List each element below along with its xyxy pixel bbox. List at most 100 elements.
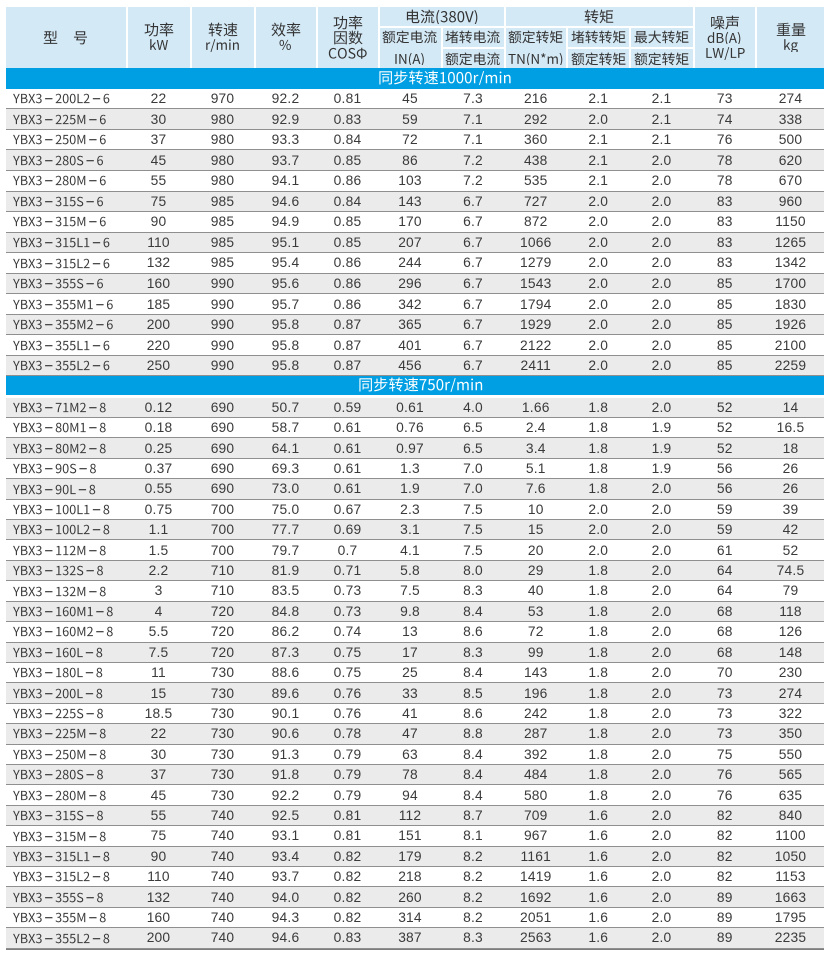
- value-cell: 68: [716, 624, 733, 640]
- value-cell: 484: [523, 767, 548, 783]
- value-cell: 1.6: [588, 909, 609, 925]
- value-cell: 2.0: [651, 767, 672, 783]
- value-cell: 118: [779, 603, 802, 619]
- model-cell: YBX3-315L2-8: [6, 867, 126, 886]
- value-cell: 8.2: [463, 869, 483, 885]
- table-row: YBX3-280M-8 45 730 92.2 0.79 94 8.4 580 1.8 2.0 76…: [6, 785, 824, 806]
- value-cell: 1100: [775, 828, 806, 844]
- value-cell: 45: [150, 787, 167, 803]
- group-header-current: 电流(380V): [379, 6, 504, 26]
- value-cell: 1663: [774, 889, 807, 905]
- value-cell: 55: [150, 807, 167, 823]
- value-cell: 8.2: [463, 889, 483, 905]
- value-cell: 690: [210, 481, 235, 497]
- noise-symbol: LW/LP: [705, 45, 745, 60]
- value-cell: 0.73: [333, 603, 362, 619]
- value-cell: 0.85: [333, 152, 362, 168]
- value-cell: 1066: [520, 234, 552, 250]
- value-cell: 86: [402, 152, 418, 168]
- value-cell: 7.3: [463, 91, 483, 107]
- value-cell: 78: [716, 173, 733, 189]
- value-cell: 456: [398, 358, 422, 374]
- model-cell: YBX3-280M-6: [6, 171, 126, 191]
- table-row: YBX3-250M-8 30 730 91.3 0.79 63 8.4 392 1.8 2.0 75…: [6, 744, 824, 765]
- value-cell: 2259: [774, 358, 807, 374]
- value-cell: 90.1: [271, 705, 300, 721]
- value-cell: 990: [210, 296, 235, 312]
- weight-label-cn: 重量: [776, 22, 806, 37]
- model-cell: YBX3-200L-8: [6, 683, 126, 702]
- value-cell: 2.1: [588, 91, 609, 107]
- value-cell: 126: [778, 624, 803, 640]
- model-cell: YBX3-315S-6: [6, 192, 126, 212]
- value-cell: 151: [398, 828, 422, 844]
- value-cell: 30: [150, 746, 167, 762]
- value-cell: 1.8: [588, 746, 609, 762]
- value-cell: 0.81: [333, 807, 362, 823]
- value-cell: 90: [150, 848, 167, 864]
- value-cell: 0.87: [333, 358, 362, 374]
- value-cell: 0.78: [333, 726, 362, 742]
- value-cell: 59: [716, 522, 733, 538]
- table-row: YBX3-132S-8 2.2 710 81.9 0.71 5.8 8.0 29 1.8 2.0 6…: [6, 560, 824, 582]
- model-cell: YBX3-250M-6: [6, 130, 126, 150]
- value-cell: 83.5: [271, 583, 300, 599]
- table-row: YBX3-160M1-8 4 720 84.8 0.73 9.8 8.4 53 1.8 2.0 68…: [6, 601, 824, 623]
- value-cell: 8.6: [463, 624, 483, 640]
- value-cell: 73: [716, 705, 733, 721]
- value-cell: 0.79: [333, 787, 362, 803]
- value-cell: 63: [402, 746, 418, 762]
- value-cell: 1.1: [148, 522, 169, 538]
- value-cell: 40: [527, 583, 544, 599]
- value-cell: 2235: [774, 930, 807, 946]
- value-cell: 93.7: [271, 152, 300, 168]
- table-row: YBX3-315M-8 75 740 93.1 0.81 151 8.1 967 1.6 2.0 8…: [6, 826, 824, 847]
- value-cell: 2.0: [651, 522, 672, 538]
- table-row: YBX3-355M-8 160 740 94.3 0.82 314 8.2 2051 1.6 2.…: [6, 907, 824, 929]
- table-row: YBX3-160M2-8 5.5 720 86.2 0.74 13 8.6 72 1.8 2.0 6…: [6, 622, 824, 643]
- value-cell: 6.7: [463, 214, 483, 230]
- value-cell: 85: [716, 275, 733, 291]
- value-cell: 52: [716, 440, 733, 456]
- value-cell: 13: [402, 624, 418, 640]
- value-cell: 1.8: [588, 705, 609, 721]
- value-cell: 7.6: [525, 481, 546, 497]
- value-cell: 8.2: [463, 848, 483, 864]
- value-cell: 1150: [775, 214, 806, 230]
- value-cell: 0.61: [396, 399, 424, 415]
- efficiency-unit: %: [279, 37, 292, 52]
- column-header-power: 功率 kW: [127, 6, 190, 69]
- table-row: YBX3-315L1-8 90 740 93.4 0.82 179 8.2 1161 1.6 2.…: [6, 846, 824, 867]
- model-cell: YBX3-355S-6: [6, 274, 126, 294]
- value-cell: 2411: [520, 358, 551, 374]
- model-cell: YBX3-80M2-8: [6, 438, 126, 457]
- value-cell: 242: [523, 705, 548, 721]
- torque-group-label: 转矩: [584, 9, 614, 24]
- value-cell: 0.76: [333, 705, 362, 721]
- model-cell: YBX3-100L2-8: [6, 520, 126, 539]
- table-row: YBX3-280S-8 37 730 91.8 0.79 78 8.4 484 1.8 2.0 76…: [6, 764, 824, 786]
- value-cell: 20: [527, 542, 544, 558]
- value-cell: 0.67: [333, 501, 362, 517]
- column-header-speed: 转速 r/min: [191, 6, 254, 69]
- value-cell: 0.37: [144, 461, 173, 477]
- value-cell: 1.8: [588, 726, 609, 742]
- power-factor-symbol: COSΦ: [328, 45, 367, 60]
- value-cell: 1.8: [588, 644, 609, 660]
- model-cell: YBX3-160L-8: [6, 643, 126, 662]
- value-cell: 1.5: [148, 542, 169, 558]
- value-cell: 2122: [520, 337, 552, 353]
- value-cell: 93.4: [271, 848, 300, 864]
- value-cell: 0.76: [333, 685, 362, 701]
- model-cell: YBX3-71M2-8: [6, 398, 126, 417]
- value-cell: 2.0: [651, 583, 672, 599]
- value-cell: 2.0: [588, 275, 609, 291]
- value-cell: 84.8: [271, 603, 300, 619]
- value-cell: 2.0: [651, 358, 672, 374]
- current-group-label: 电流(380V): [405, 9, 479, 24]
- value-cell: 2.0: [651, 542, 672, 558]
- value-cell: 0.81: [333, 91, 362, 107]
- value-cell: 2.0: [651, 337, 672, 353]
- value-cell: 1161: [520, 848, 551, 864]
- value-cell: 160: [146, 909, 171, 925]
